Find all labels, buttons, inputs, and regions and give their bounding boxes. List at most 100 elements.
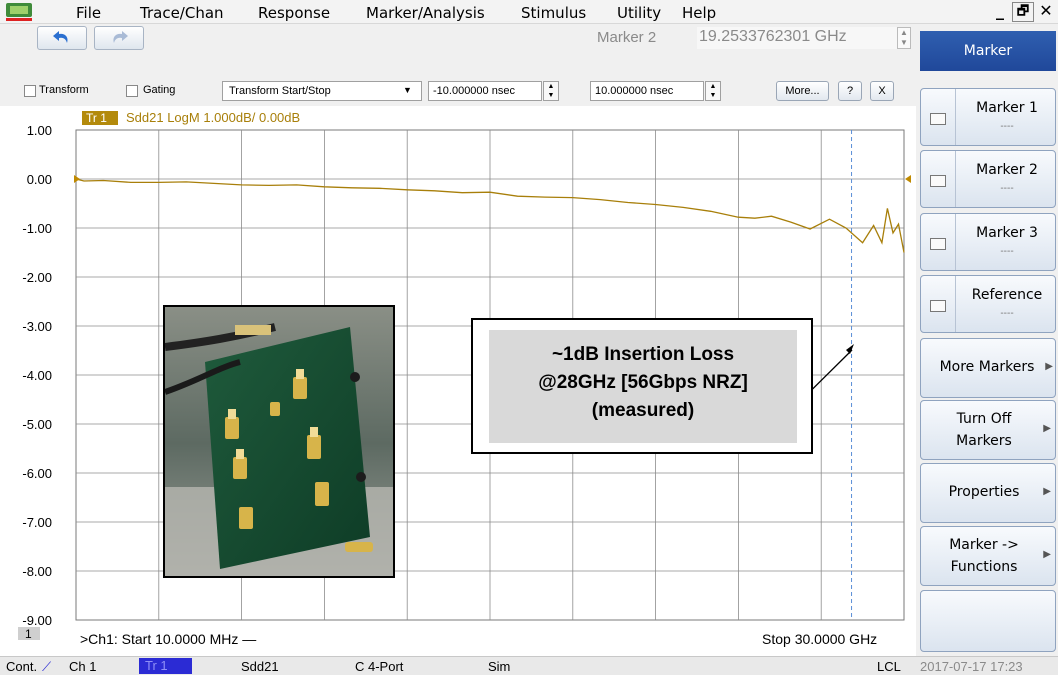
status-bar: Cont. ⟋ Ch 1 Tr 1 Sdd21 C 4-Port Sim LCL: [0, 656, 916, 675]
menu-file[interactable]: File: [76, 4, 102, 22]
gating-label: Gating: [143, 84, 176, 96]
status-trace[interactable]: Tr 1: [139, 658, 192, 674]
marker-2-label: Marker 2: [976, 162, 1038, 178]
status-calibration[interactable]: C 4-Port: [355, 659, 404, 674]
menu-response[interactable]: Response: [258, 4, 331, 22]
marker-3-checkbox[interactable]: [930, 238, 946, 250]
stop-spinner[interactable]: ▲ ▼: [705, 81, 721, 101]
divider: [955, 151, 956, 207]
trace-line-sdd21[interactable]: [75, 178, 905, 253]
turn-off-markers-button[interactable]: Turn Off Markers ▶: [920, 400, 1056, 460]
more-button[interactable]: More...: [776, 81, 829, 101]
status-channel[interactable]: Ch 1: [69, 659, 97, 674]
callout-line-1: ~1dB Insertion Loss: [551, 344, 735, 365]
y-tick-label: 1.00: [27, 123, 52, 138]
menu-marker-analysis[interactable]: Marker/Analysis: [366, 4, 485, 22]
marker-1-checkbox[interactable]: [930, 113, 946, 125]
menu-stimulus[interactable]: Stimulus: [521, 4, 587, 22]
marker-1-label: Marker 1: [976, 100, 1038, 116]
test-fixture-photo: [163, 305, 395, 578]
trace-tag: Tr 1: [86, 111, 107, 125]
redo-button[interactable]: [94, 26, 144, 50]
menu-trace-chan[interactable]: Trace/Chan: [140, 4, 224, 22]
chevron-right-icon: ▶: [1043, 486, 1051, 497]
reference-left-marker-icon: [74, 175, 80, 183]
marker-3-value: ----: [1000, 246, 1014, 257]
marker-value-spinner[interactable]: ▲ ▼: [897, 27, 911, 49]
status-lcl: LCL: [877, 659, 901, 674]
x-stop-label: Stop 30.0000 GHz: [762, 631, 877, 647]
x-start-label: >Ch1: Start 10.0000 MHz —: [80, 631, 256, 647]
chevron-right-icon: ▶: [1045, 361, 1053, 372]
menu-help[interactable]: Help: [682, 4, 717, 22]
callout-line-2: @28GHz [56Gbps NRZ]: [538, 372, 748, 393]
redo-icon: [113, 31, 128, 43]
divider: [955, 276, 956, 332]
chevron-down-icon[interactable]: ▼: [403, 85, 412, 95]
chevron-right-icon: ▶: [1043, 423, 1051, 434]
status-parameter: Sdd21: [241, 659, 279, 674]
trace-layer: [75, 130, 905, 620]
menu-bar: File Trace/Chan Response Marker/Analysis…: [0, 0, 1058, 24]
more-markers-button[interactable]: More Markers ▶: [920, 338, 1056, 398]
sweep-indicator-icon: ⟋: [42, 659, 52, 674]
y-tick-label: 0.00: [27, 172, 52, 187]
reference-marker-label: Reference: [971, 287, 1043, 303]
panel-header: Marker: [920, 31, 1056, 71]
gating-checkbox[interactable]: [126, 85, 138, 97]
turn-off-markers-line2: Markers: [956, 433, 1012, 449]
transform-toolbar: Transform Gating Transform Start/Stop ▼ …: [0, 52, 916, 106]
restore-button[interactable]: 🗗: [1012, 2, 1034, 22]
channel-tag-box: [18, 627, 40, 640]
y-axis-ticks: 1.00 0.00 -1.00 -2.00 -3.00 -4.00 -5.00 -6.00 -7…: [22, 123, 52, 628]
y-tick-label: -6.00: [22, 466, 52, 481]
y-tick-label: -4.00: [22, 368, 52, 383]
marker-functions-button[interactable]: Marker -> Functions ▶: [920, 526, 1056, 586]
undo-icon: [53, 31, 68, 43]
callout-text: ~1dB Insertion Loss @28GHz [56Gbps NRZ] …: [489, 330, 797, 443]
chevron-right-icon: ▶: [1043, 549, 1051, 560]
marker-2-checkbox[interactable]: [930, 175, 946, 187]
status-datetime: 2017-07-17 17:23: [916, 656, 1058, 675]
transform-mode-select[interactable]: Transform Start/Stop: [222, 81, 422, 101]
transform-stop-input[interactable]: 10.000000 nsec: [590, 81, 704, 101]
status-sim: Sim: [488, 659, 511, 674]
close-transform-button[interactable]: X: [870, 81, 894, 101]
status-sweep-mode[interactable]: Cont.: [6, 659, 38, 674]
marker-3-button[interactable]: Marker 3 ----: [920, 213, 1056, 271]
empty-softkey[interactable]: [920, 590, 1056, 652]
marker-2-value: ----: [1000, 183, 1014, 194]
undo-button[interactable]: [37, 26, 87, 50]
y-tick-label: -3.00: [22, 319, 52, 334]
channel-tag: 1: [25, 627, 32, 641]
marker-value-field[interactable]: 19.2533762301 GHz: [697, 27, 897, 49]
transform-checkbox[interactable]: [24, 85, 36, 97]
reference-marker-button[interactable]: Reference ----: [920, 275, 1056, 333]
marker-2-button[interactable]: Marker 2 ----: [920, 150, 1056, 208]
menu-utility[interactable]: Utility: [617, 4, 662, 22]
app-logo-icon[interactable]: [4, 2, 34, 22]
help-button[interactable]: ?: [838, 81, 862, 101]
y-tick-label: -8.00: [22, 564, 52, 579]
start-spinner[interactable]: ▲ ▼: [543, 81, 559, 101]
y-tick-label: -1.00: [22, 221, 52, 236]
y-tick-label: -9.00: [22, 613, 52, 628]
transform-start-input[interactable]: -10.000000 nsec: [428, 81, 542, 101]
trace-header: Sdd21 LogM 1.000dB/ 0.00dB: [126, 110, 300, 125]
trace-tag-box[interactable]: [82, 111, 118, 125]
toolbar: Marker 2 19.2533762301 GHz ▲ ▼: [0, 24, 916, 52]
y-tick-label: -7.00: [22, 515, 52, 530]
marker-1-button[interactable]: Marker 1 ----: [920, 88, 1056, 146]
softkey-panel: Marker Marker 1 ---- Marker 2 ---- Marke…: [916, 24, 1058, 656]
properties-label: Properties: [948, 484, 1020, 500]
transform-label: Transform: [39, 84, 89, 96]
close-button[interactable]: ✕: [1039, 1, 1053, 20]
window-controls: _ 🗗 ✕: [988, 0, 1058, 24]
minimize-button[interactable]: _: [996, 1, 1004, 20]
active-marker-label: Marker 2: [597, 29, 657, 46]
properties-button[interactable]: Properties ▶: [920, 463, 1056, 523]
reference-right-marker-icon: [905, 175, 911, 183]
reference-marker-value: ----: [1000, 308, 1014, 319]
more-markers-label: More Markers: [939, 359, 1035, 375]
reference-marker-checkbox[interactable]: [930, 300, 946, 312]
